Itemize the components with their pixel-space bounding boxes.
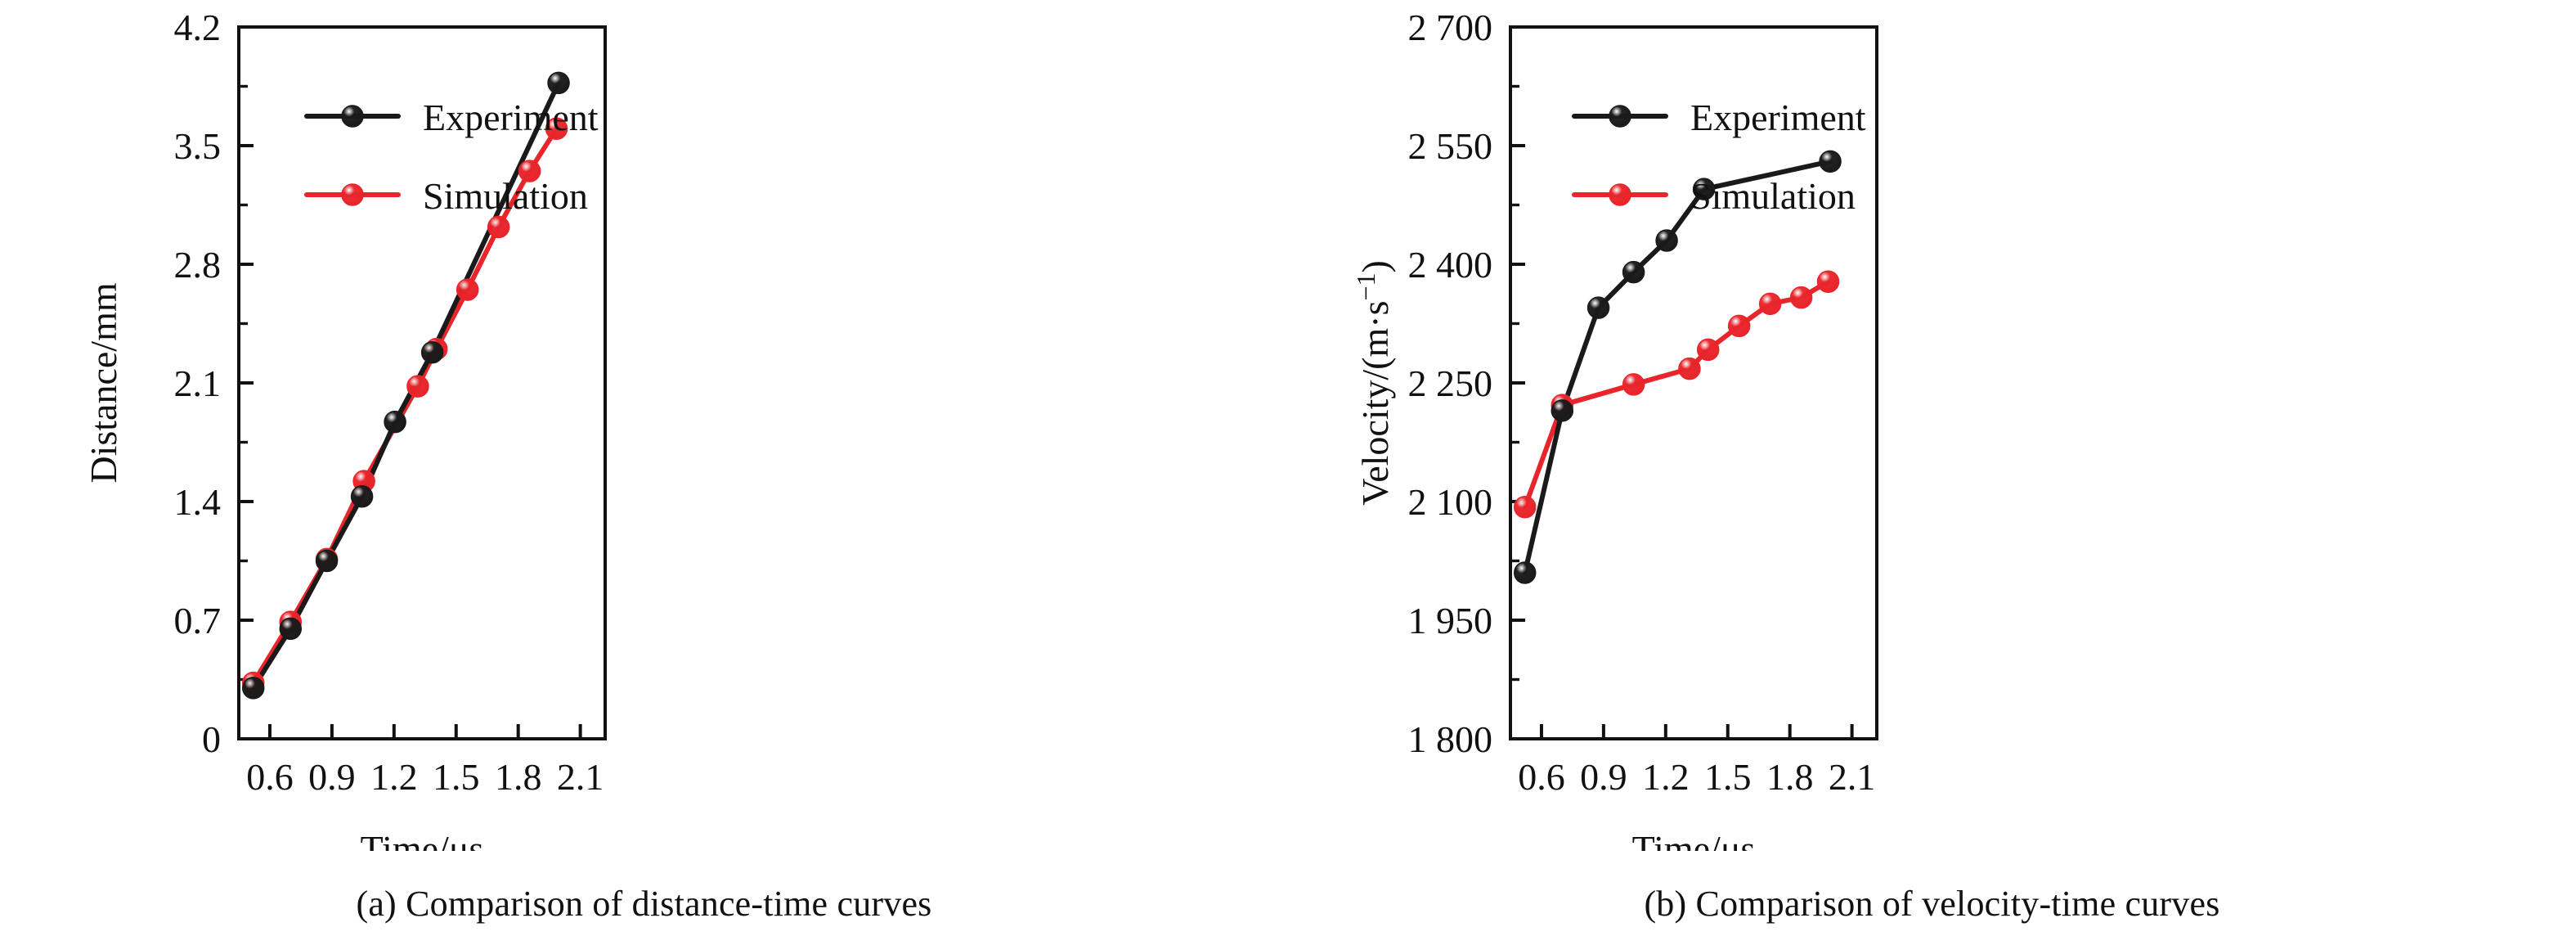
data-point-experiment [547, 71, 570, 95]
x-tick-label: 2.1 [1829, 756, 1876, 798]
legend-label-experiment: Experiment [423, 97, 599, 138]
data-point-simulation [545, 117, 568, 141]
legend-marker-simulation [341, 183, 364, 206]
data-point-simulation [1816, 270, 1840, 294]
x-tick-label: 0.6 [1518, 756, 1565, 798]
data-point-experiment [1622, 260, 1645, 284]
velocity-time-chart: 1 800 1 950 2 100 2 250 2 400 2 550 2 700 0.6 0.… [1351, 7, 1878, 851]
data-point-experiment [315, 549, 339, 573]
data-point-experiment [241, 677, 265, 700]
data-point-experiment [1692, 178, 1716, 200]
x-tick-label: 1.5 [1704, 756, 1752, 798]
series-line-experiment [250, 80, 562, 691]
y-tick-label: 0.7 [174, 600, 222, 641]
y-axis-label: Velocity/(m·s−1) [1351, 260, 1396, 506]
x-tick-label: 0.9 [308, 756, 356, 798]
y-tick-label: 1.4 [174, 481, 222, 523]
y-tick-label: 4.2 [174, 7, 222, 48]
y-tick-label: 1 800 [1408, 718, 1493, 760]
panel-a-caption: (a) Comparison of distance-time curves [356, 884, 932, 924]
data-point-experiment [350, 485, 374, 508]
y-axis-label: Distance/mm [83, 282, 124, 483]
data-point-experiment [1551, 399, 1574, 422]
legend-marker-simulation [1609, 183, 1631, 206]
legend-label-simulation: Simulation [423, 175, 588, 217]
x-tick-label: 1.8 [1766, 756, 1814, 798]
y-tick-label: 2 400 [1408, 244, 1493, 286]
x-tick-label: 1.2 [370, 756, 418, 798]
data-point-simulation [1513, 496, 1537, 519]
data-point-simulation [1758, 292, 1782, 316]
x-axis-label: Time/μs [361, 828, 484, 851]
y-tick-label: 2 550 [1408, 125, 1493, 167]
data-point-simulation [518, 160, 541, 182]
data-point-simulation [1678, 357, 1701, 380]
x-tick-label: 1.5 [433, 756, 480, 798]
data-point-experiment [279, 617, 303, 641]
legend-label-experiment: Experiment [1690, 97, 1866, 138]
legend-marker-experiment [341, 105, 364, 128]
x-tick-label: 2.1 [557, 756, 604, 798]
series-line-experiment [1522, 159, 1833, 575]
y-tick-label: 2.1 [174, 362, 222, 404]
y-tick-label: 2.8 [174, 244, 222, 286]
y-axis-label-superscript: −1 [1351, 272, 1380, 300]
y-tick-label: 2 700 [1408, 7, 1493, 48]
data-point-experiment [1655, 229, 1678, 252]
x-tick-label: 0.9 [1580, 756, 1627, 798]
y-axis-label-text: Velocity/(m·s−1) [1351, 260, 1396, 506]
y-tick-label: 1 950 [1408, 600, 1493, 641]
data-point-simulation [1789, 286, 1813, 309]
legend-marker-experiment [1609, 105, 1631, 128]
data-point-simulation [1696, 338, 1720, 362]
data-point-experiment [384, 410, 406, 434]
data-point-experiment [1819, 150, 1842, 173]
data-point-simulation [1622, 373, 1645, 396]
distance-time-chart: 0 0.7 1.4 2.1 2.8 3.5 4.2 0.6 0.9 1.2 1.5 1.8 2.1 Tim… [83, 7, 607, 851]
data-point-simulation [406, 375, 429, 398]
data-point-simulation [487, 215, 510, 239]
x-tick-label: 0.6 [246, 756, 294, 798]
y-tick-label: 2 250 [1408, 362, 1493, 404]
y-axis-label-main: Velocity/(m·s [1354, 300, 1396, 505]
data-point-simulation [456, 278, 479, 301]
data-point-experiment [1586, 296, 1610, 319]
data-point-experiment [1513, 561, 1537, 584]
y-axis-label-text: Distance/mm [83, 282, 124, 483]
panel-b: 1 800 1 950 2 100 2 250 2 400 2 550 2 700 0.6 0.… [1288, 0, 2576, 936]
data-point-experiment [420, 340, 444, 364]
panel-b-caption: (b) Comparison of velocity-time curves [1644, 884, 2220, 924]
legend-label-simulation: Simulation [1690, 175, 1856, 217]
y-tick-label: 0 [202, 718, 221, 760]
x-tick-label: 1.2 [1642, 756, 1690, 798]
y-axis-label-tail: ) [1354, 260, 1396, 272]
x-axis-label: Time/μs [1632, 828, 1756, 851]
panel-a: 0 0.7 1.4 2.1 2.8 3.5 4.2 0.6 0.9 1.2 1.5 1.8 2.1 Tim… [83, 7, 932, 924]
data-point-simulation [1727, 314, 1751, 338]
x-tick-label: 1.8 [495, 756, 542, 798]
y-tick-label: 2 100 [1408, 481, 1493, 523]
y-tick-label: 3.5 [174, 125, 222, 167]
